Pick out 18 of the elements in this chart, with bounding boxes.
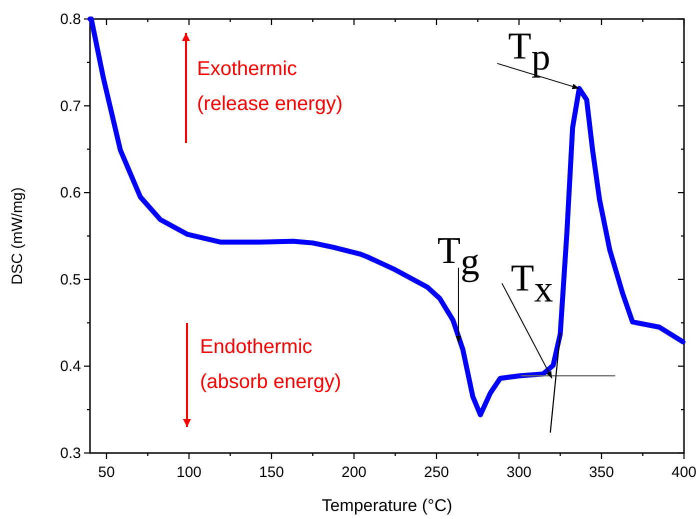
y-tick-label: 0.6	[60, 184, 81, 202]
y-tick-label: 0.5	[60, 271, 81, 288]
x-tick-label: 200	[341, 464, 367, 481]
x-tick-label: 300	[506, 464, 532, 481]
x-tick-label: 250	[424, 464, 450, 481]
x-tick-label: 400	[671, 464, 697, 481]
y-tick-label: 0.7	[60, 98, 81, 115]
annotation: Exothermic (release energy)	[197, 58, 343, 115]
x-tick-label: 100	[176, 464, 202, 481]
x-tick-label: 350	[588, 464, 614, 481]
x-axis-title: Temperature (°C)	[322, 496, 452, 515]
x-tick-label: 150	[258, 464, 284, 481]
annotation: Endothermic (absorb energy)	[200, 336, 342, 393]
x-tick-label: 50	[98, 464, 115, 481]
y-tick-label: 0.8	[60, 11, 81, 28]
y-tick-label: 0.3	[60, 445, 81, 462]
y-axis-title: DSC (mW/mg)	[9, 187, 26, 285]
y-tick-label: 0.4	[60, 358, 81, 376]
